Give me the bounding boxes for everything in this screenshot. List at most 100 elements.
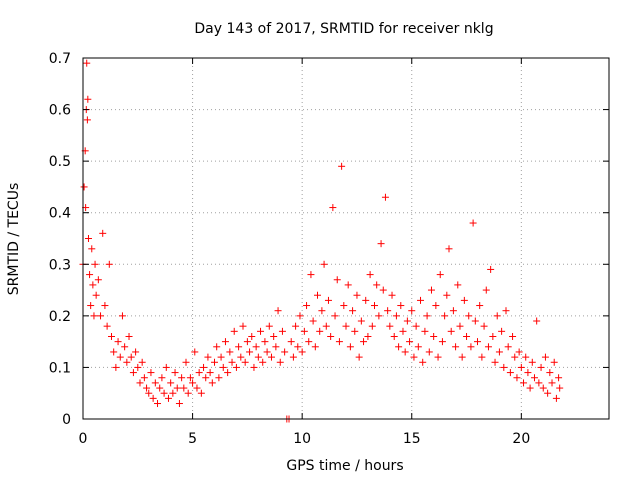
data-point bbox=[127, 353, 135, 361]
data-point bbox=[491, 358, 499, 366]
data-point bbox=[425, 348, 433, 356]
data-point bbox=[556, 384, 564, 392]
data-point bbox=[410, 353, 418, 361]
data-point bbox=[292, 322, 300, 330]
data-point bbox=[408, 307, 416, 315]
data-point bbox=[195, 369, 203, 377]
data-point bbox=[211, 358, 218, 366]
data-point bbox=[458, 353, 466, 361]
data-point bbox=[362, 296, 370, 304]
data-point bbox=[219, 363, 227, 371]
data-point bbox=[121, 343, 129, 351]
data-point bbox=[502, 307, 510, 315]
data-point bbox=[178, 374, 186, 382]
x-tick-label: 5 bbox=[188, 431, 197, 447]
data-point bbox=[180, 384, 188, 392]
data-point bbox=[449, 307, 457, 315]
data-point bbox=[445, 245, 453, 253]
data-point bbox=[395, 343, 403, 351]
data-point bbox=[125, 332, 133, 340]
data-point bbox=[134, 363, 142, 371]
data-point bbox=[427, 286, 435, 294]
data-point bbox=[230, 327, 238, 335]
data-point bbox=[368, 322, 376, 330]
data-point bbox=[327, 332, 335, 340]
data-point bbox=[386, 322, 394, 330]
data-point bbox=[311, 343, 319, 351]
data-point bbox=[546, 369, 554, 377]
data-point bbox=[250, 363, 258, 371]
data-point bbox=[272, 343, 280, 351]
data-point bbox=[224, 369, 232, 377]
y-tick-label: 0.2 bbox=[49, 309, 71, 325]
data-point bbox=[397, 302, 405, 310]
x-tick-label: 15 bbox=[403, 431, 421, 447]
data-point bbox=[390, 332, 398, 340]
data-point bbox=[191, 348, 199, 356]
data-point bbox=[303, 302, 311, 310]
data-point bbox=[467, 343, 475, 351]
plot-frame bbox=[82, 57, 610, 420]
x-axis-label: GPS time / hours bbox=[286, 458, 403, 474]
data-point bbox=[200, 363, 208, 371]
data-point bbox=[535, 379, 543, 387]
data-point bbox=[213, 343, 221, 351]
data-point bbox=[384, 307, 392, 315]
data-point bbox=[495, 348, 503, 356]
data-point bbox=[289, 353, 297, 361]
y-tick-label: 0.4 bbox=[49, 206, 71, 222]
data-point bbox=[399, 327, 407, 335]
data-point bbox=[94, 276, 102, 284]
data-point bbox=[287, 338, 295, 346]
data-point bbox=[329, 204, 337, 212]
data-point bbox=[349, 307, 357, 315]
axis-ticks bbox=[82, 57, 609, 420]
data-point bbox=[414, 343, 422, 351]
data-point bbox=[351, 327, 359, 335]
data-point bbox=[274, 307, 282, 315]
data-point bbox=[239, 322, 247, 330]
data-point bbox=[204, 353, 212, 361]
data-point bbox=[307, 271, 315, 279]
data-point bbox=[217, 353, 225, 361]
data-point bbox=[92, 291, 100, 299]
data-point bbox=[265, 322, 273, 330]
data-point bbox=[235, 343, 243, 351]
y-tick-label: 0 bbox=[62, 412, 71, 428]
data-point bbox=[151, 379, 159, 387]
data-point bbox=[215, 374, 223, 382]
y-tick-label: 0.3 bbox=[49, 257, 71, 273]
data-point bbox=[314, 291, 322, 299]
data-point bbox=[164, 394, 172, 402]
data-point bbox=[524, 369, 532, 377]
data-point bbox=[456, 322, 464, 330]
data-point bbox=[548, 379, 556, 387]
data-point bbox=[379, 286, 387, 294]
data-point bbox=[474, 338, 481, 346]
data-point bbox=[160, 389, 168, 397]
data-point bbox=[248, 332, 256, 340]
data-point bbox=[533, 317, 541, 325]
data-point bbox=[118, 312, 126, 320]
data-point bbox=[515, 348, 523, 356]
data-point bbox=[324, 296, 332, 304]
data-point bbox=[305, 338, 313, 346]
data-point bbox=[158, 374, 166, 382]
data-point bbox=[147, 369, 155, 377]
data-point bbox=[84, 95, 92, 103]
data-point bbox=[156, 384, 164, 392]
data-point bbox=[541, 353, 549, 361]
data-point bbox=[309, 317, 317, 325]
data-point bbox=[84, 235, 92, 242]
data-point bbox=[189, 379, 197, 387]
data-point bbox=[530, 374, 538, 382]
x-tick-label: 20 bbox=[512, 431, 530, 447]
data-point bbox=[270, 332, 278, 340]
y-tick-label: 0.5 bbox=[49, 154, 71, 170]
data-point bbox=[90, 312, 98, 320]
data-point bbox=[263, 348, 271, 356]
data-point bbox=[419, 358, 427, 366]
data-point bbox=[86, 271, 94, 279]
data-point bbox=[487, 265, 495, 273]
